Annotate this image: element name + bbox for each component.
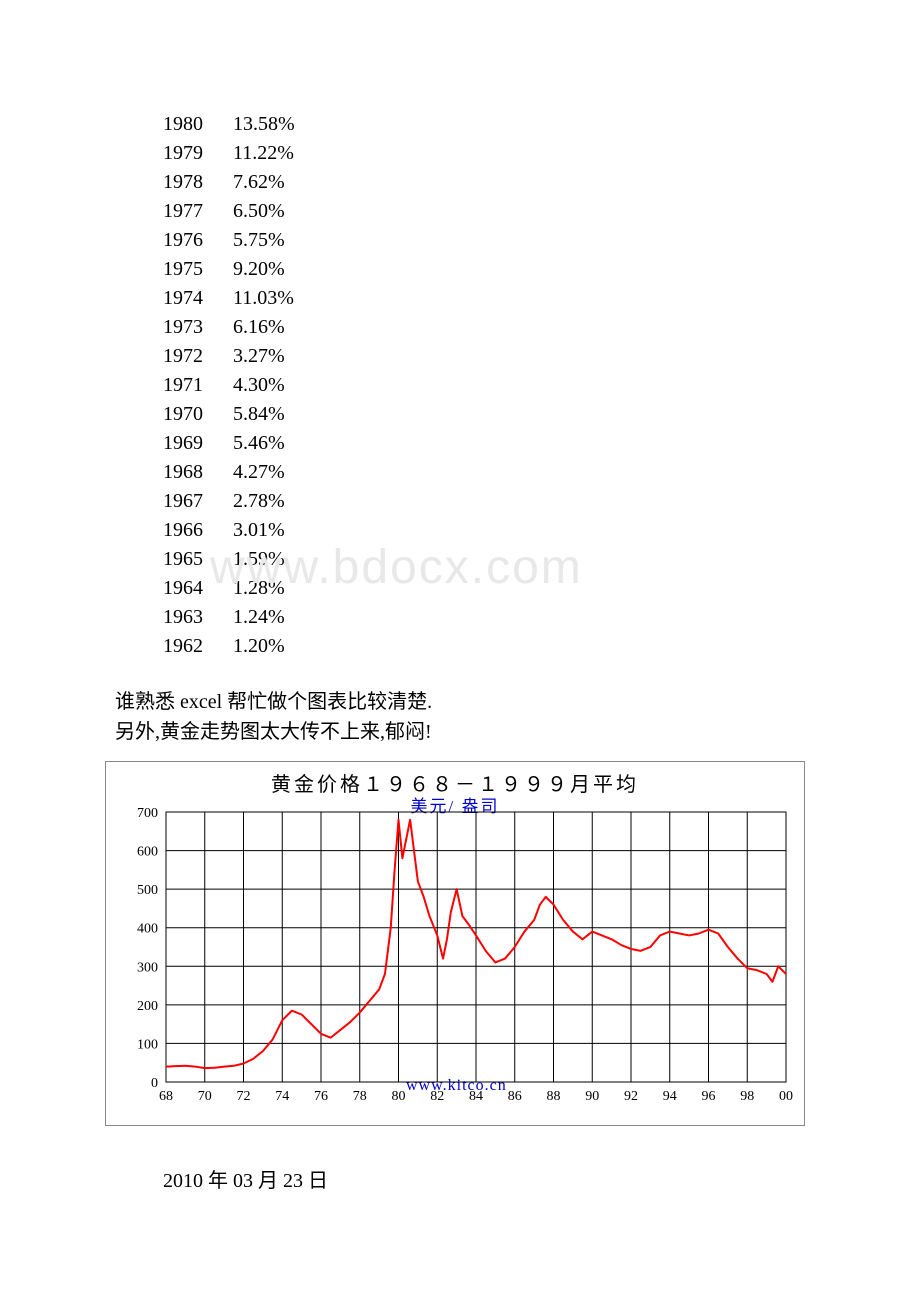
- year-cell: 1978: [163, 168, 233, 197]
- table-row: 19672.78%: [163, 487, 805, 516]
- year-cell: 1969: [163, 429, 233, 458]
- year-cell: 1971: [163, 371, 233, 400]
- year-cell: 1979: [163, 139, 233, 168]
- value-cell: 1.20%: [233, 632, 285, 661]
- table-row: 19776.50%: [163, 197, 805, 226]
- table-row: 197411.03%: [163, 284, 805, 313]
- svg-text:200: 200: [137, 999, 158, 1014]
- svg-text:90: 90: [585, 1089, 599, 1104]
- svg-text:0: 0: [151, 1076, 158, 1091]
- value-cell: 4.30%: [233, 371, 285, 400]
- table-row: 19759.20%: [163, 255, 805, 284]
- svg-text:94: 94: [663, 1089, 677, 1104]
- value-cell: 11.22%: [233, 139, 294, 168]
- table-row: 19621.20%: [163, 632, 805, 661]
- table-row: 19651.59%: [163, 545, 805, 574]
- value-cell: 5.46%: [233, 429, 285, 458]
- year-cell: 1970: [163, 400, 233, 429]
- gold-price-chart: 黄金价格１９６８－１９９９月平均 美元/ 盎司 6870727476788082…: [105, 761, 805, 1126]
- value-cell: 1.24%: [233, 603, 285, 632]
- value-cell: 3.01%: [233, 516, 285, 545]
- table-row: 19641.28%: [163, 574, 805, 603]
- svg-text:74: 74: [275, 1089, 289, 1104]
- chart-svg: 6870727476788082848688909294969800010020…: [116, 802, 796, 1117]
- table-row: 19714.30%: [163, 371, 805, 400]
- table-row: 197911.22%: [163, 139, 805, 168]
- table-row: 19705.84%: [163, 400, 805, 429]
- year-cell: 1963: [163, 603, 233, 632]
- year-cell: 1966: [163, 516, 233, 545]
- svg-text:00: 00: [779, 1089, 793, 1104]
- value-cell: 6.16%: [233, 313, 285, 342]
- svg-text:80: 80: [392, 1089, 406, 1104]
- body-text: 谁熟悉 excel 帮忙做个图表比较清楚. 另外,黄金走势图太大传不上来,郁闷!: [115, 687, 805, 747]
- year-cell: 1964: [163, 574, 233, 603]
- value-cell: 6.50%: [233, 197, 285, 226]
- svg-text:76: 76: [314, 1089, 328, 1104]
- svg-text:600: 600: [137, 845, 158, 860]
- svg-text:700: 700: [137, 806, 158, 821]
- svg-text:300: 300: [137, 960, 158, 975]
- svg-text:70: 70: [198, 1089, 212, 1104]
- value-cell: 9.20%: [233, 255, 285, 284]
- svg-text:500: 500: [137, 883, 158, 898]
- svg-text:86: 86: [508, 1089, 522, 1104]
- table-row: 19723.27%: [163, 342, 805, 371]
- value-cell: 7.62%: [233, 168, 285, 197]
- table-row: 19631.24%: [163, 603, 805, 632]
- svg-text:92: 92: [624, 1089, 638, 1104]
- table-row: 19695.46%: [163, 429, 805, 458]
- year-cell: 1977: [163, 197, 233, 226]
- value-cell: 11.03%: [233, 284, 294, 313]
- inflation-table: 198013.58%197911.22%19787.62%19776.50%19…: [163, 110, 805, 661]
- value-cell: 2.78%: [233, 487, 285, 516]
- value-cell: 3.27%: [233, 342, 285, 371]
- svg-text:96: 96: [702, 1089, 716, 1104]
- year-cell: 1967: [163, 487, 233, 516]
- table-row: 19736.16%: [163, 313, 805, 342]
- year-cell: 1975: [163, 255, 233, 284]
- date-text: 2010 年 03 月 23 日: [163, 1164, 805, 1193]
- svg-text:400: 400: [137, 922, 158, 937]
- year-cell: 1980: [163, 110, 233, 139]
- text-line-1: 谁熟悉 excel 帮忙做个图表比较清楚.: [115, 687, 805, 717]
- value-cell: 1.28%: [233, 574, 285, 603]
- year-cell: 1974: [163, 284, 233, 313]
- year-cell: 1968: [163, 458, 233, 487]
- year-cell: 1973: [163, 313, 233, 342]
- year-cell: 1976: [163, 226, 233, 255]
- year-cell: 1965: [163, 545, 233, 574]
- value-cell: 13.58%: [233, 110, 295, 139]
- table-row: 19684.27%: [163, 458, 805, 487]
- year-cell: 1972: [163, 342, 233, 371]
- value-cell: 4.27%: [233, 458, 285, 487]
- svg-text:98: 98: [740, 1089, 754, 1104]
- svg-text:88: 88: [547, 1089, 561, 1104]
- chart-credit: www.kitco.cn: [406, 1077, 507, 1095]
- table-row: 19765.75%: [163, 226, 805, 255]
- value-cell: 1.59%: [233, 545, 285, 574]
- value-cell: 5.84%: [233, 400, 285, 429]
- svg-text:78: 78: [353, 1089, 367, 1104]
- text-line-2: 另外,黄金走势图太大传不上来,郁闷!: [115, 717, 805, 747]
- table-row: 19787.62%: [163, 168, 805, 197]
- svg-text:100: 100: [137, 1037, 158, 1052]
- year-cell: 1962: [163, 632, 233, 661]
- svg-text:68: 68: [159, 1089, 173, 1104]
- table-row: 19663.01%: [163, 516, 805, 545]
- svg-text:72: 72: [237, 1089, 251, 1104]
- table-row: 198013.58%: [163, 110, 805, 139]
- value-cell: 5.75%: [233, 226, 285, 255]
